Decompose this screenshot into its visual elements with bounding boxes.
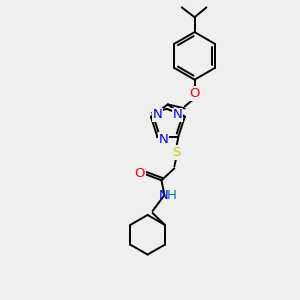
Text: O: O [134,167,145,180]
Text: N: N [158,133,168,146]
Text: N: N [153,108,163,121]
Text: N: N [173,108,183,121]
Text: O: O [189,87,200,100]
Text: S: S [172,146,181,159]
Text: H: H [167,189,176,202]
Text: N: N [159,189,168,202]
